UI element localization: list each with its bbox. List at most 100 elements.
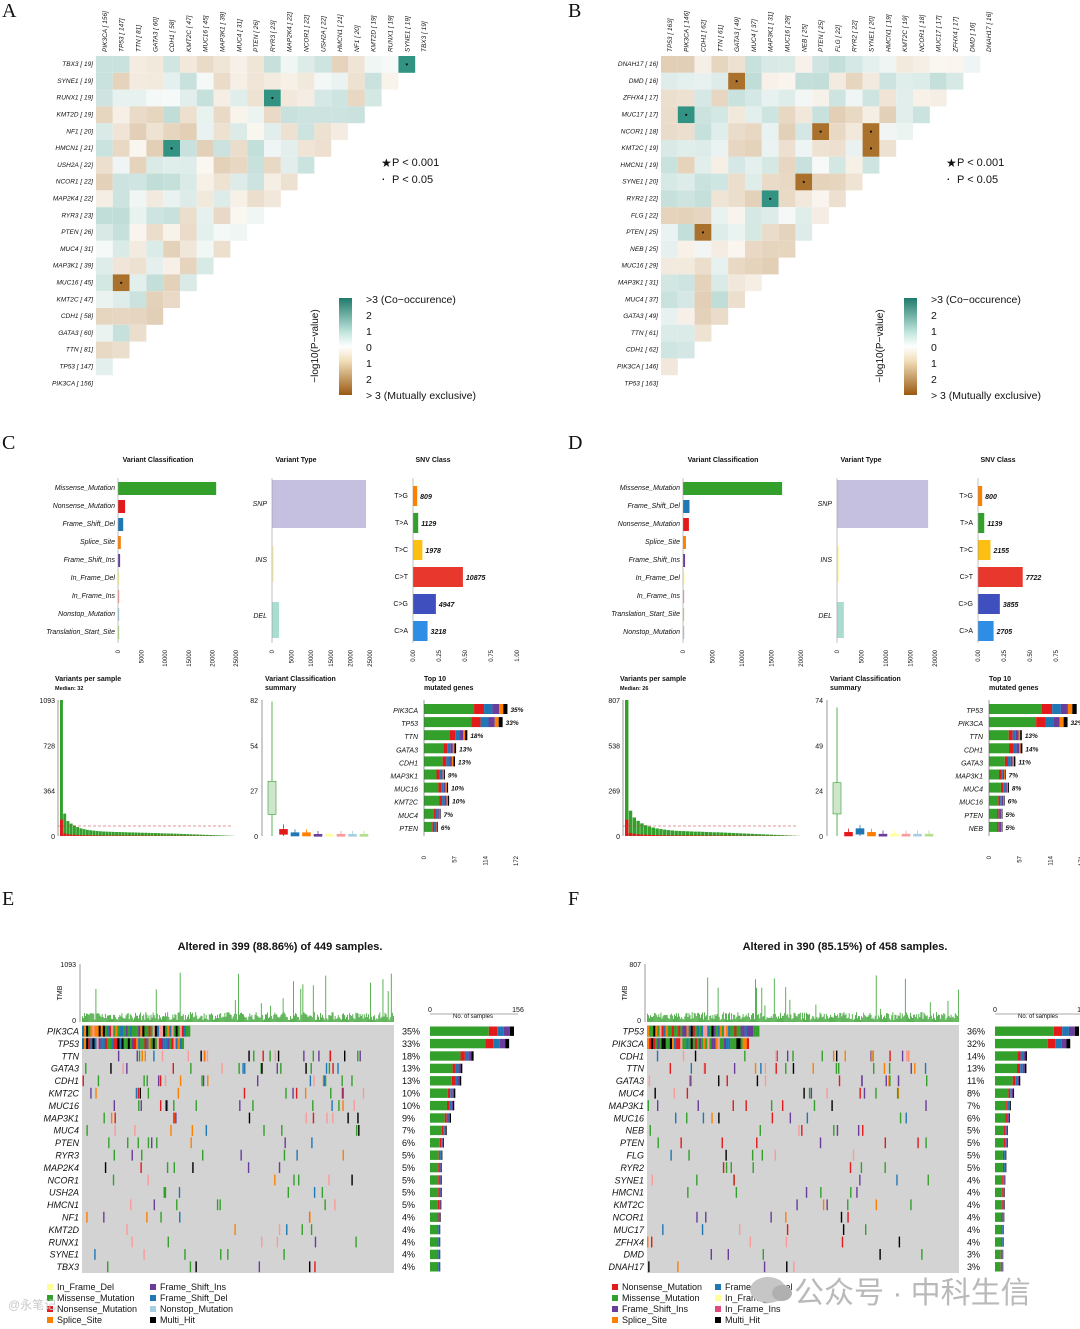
vt-bar-0	[272, 480, 367, 528]
oncoplot-cell	[661, 1038, 664, 1049]
oncoplot-cell	[663, 1025, 666, 1037]
vc-tick-0: 0	[681, 649, 687, 653]
oncoplot-cell	[152, 1038, 155, 1049]
oncoplot-pct-label-2: 18%	[402, 1051, 420, 1061]
oncoplot-cell	[785, 1211, 787, 1223]
side-bar-segment	[439, 1224, 440, 1235]
side-bar-segment	[1004, 1150, 1006, 1160]
vps-bar-33	[750, 833, 754, 836]
oncoplot-cell	[865, 1224, 867, 1235]
vcs-box-0	[832, 782, 842, 815]
tmb-bar	[212, 1014, 213, 1022]
tmb-bar	[273, 1014, 275, 1022]
vps-tick-0: 0	[51, 834, 55, 841]
side-bar-segment	[1009, 1100, 1011, 1111]
oncoplot-cell	[169, 1025, 172, 1037]
oncoplot-cell	[692, 1025, 695, 1037]
tmb-bar	[685, 1013, 687, 1022]
interaction-row-label-8: RYR2 [ 22]	[626, 195, 658, 202]
tmb-bar	[115, 1017, 117, 1022]
oncoplot-cell	[158, 1038, 162, 1049]
vps-bar-42	[196, 834, 200, 836]
side-bar-segment	[441, 1175, 442, 1185]
side-bar-segment	[454, 1088, 456, 1098]
tmb-bar	[132, 1019, 134, 1022]
vps-bar-36	[176, 833, 180, 836]
vcs-box-4	[313, 834, 323, 837]
tmb-bar	[362, 1018, 364, 1022]
vps-bar-14	[678, 830, 682, 836]
side-bar-segment	[995, 1113, 1006, 1123]
oncoplot-cell	[744, 1025, 747, 1037]
tmb-bar	[663, 1015, 665, 1022]
tmb-bar	[775, 1016, 777, 1022]
oncoplot-cell	[675, 1112, 677, 1124]
vt-tick-0: 0	[835, 649, 841, 653]
oncoplot-cell	[130, 1199, 132, 1211]
tmb-bar	[213, 1019, 214, 1022]
side-bar-segment	[1012, 1076, 1016, 1086]
top10-bar-segment	[439, 769, 442, 780]
snv-value-label-0: 809	[420, 494, 432, 501]
interaction-cell	[694, 291, 712, 308]
oncoplot-cell	[906, 1050, 908, 1062]
vps-bar-24	[716, 832, 720, 836]
top10-pct-label-8: 5%	[1005, 812, 1015, 819]
oncoplot-cell	[735, 1187, 738, 1198]
tmb-bar	[302, 984, 304, 1022]
tmb-bar	[311, 1017, 313, 1022]
oncoplot-cell	[680, 1038, 683, 1049]
oncoplot-cell	[330, 1087, 332, 1099]
interaction-cell	[348, 89, 365, 107]
oncoplot-cell	[195, 1100, 197, 1111]
interaction-cell	[728, 173, 745, 191]
side-bar-segment	[1001, 1187, 1003, 1198]
interaction-cell	[230, 123, 248, 140]
oncoplot-cell	[106, 1038, 110, 1049]
tmb-bar	[710, 1015, 712, 1022]
oncoplot-gene-label-17: RUNX1	[48, 1237, 79, 1247]
interaction-cell	[677, 190, 695, 208]
interaction-cell	[297, 72, 315, 90]
interaction-cell	[180, 224, 197, 241]
oncoplot-cell	[718, 1112, 720, 1124]
tmb-bar	[170, 1019, 172, 1022]
oncoplot-cell	[813, 1100, 816, 1111]
side-bar-segment	[441, 1125, 444, 1136]
vt-category-label-0: SNP	[253, 501, 268, 508]
oncoplot-pct-label-14: 4%	[967, 1200, 980, 1210]
interaction-col-label-7: MUC16 [ 29]	[785, 15, 792, 52]
oncoplot-background	[647, 1025, 959, 1273]
oncoplot-cell	[183, 1025, 187, 1037]
oncoplot-cell	[309, 1075, 312, 1087]
tmb-bar	[719, 1019, 721, 1022]
interaction-cell	[677, 156, 695, 174]
snv-bar-4	[978, 594, 1000, 614]
oncoplot-pct-label-0: 36%	[967, 1027, 985, 1037]
tmb-bar	[772, 1014, 774, 1022]
interaction-cell	[163, 257, 180, 275]
significance-dot	[685, 113, 688, 116]
vps-bar-49	[218, 835, 222, 836]
oncoplot-cell	[677, 1261, 679, 1273]
oncoplot-cell	[656, 1100, 659, 1111]
interaction-cell	[677, 224, 695, 241]
tmb-bar	[154, 1018, 156, 1022]
top10-bar-segment	[1013, 743, 1017, 754]
tmb-bar	[743, 1017, 745, 1022]
tmb-bar	[848, 1013, 850, 1022]
interaction-cell	[96, 341, 113, 359]
tmb-bar	[191, 1014, 192, 1022]
vps-bar-nonsense-10	[92, 835, 96, 836]
oncoplot-cell	[726, 1075, 728, 1087]
top10-bar-segment	[999, 769, 1002, 780]
oncoplot-cell	[690, 1063, 693, 1074]
side-bar-segment	[1017, 1063, 1021, 1074]
oncoplot-cell	[730, 1025, 733, 1037]
tmb-bar	[727, 1019, 728, 1022]
tmb-bar	[873, 1019, 875, 1022]
oncoplot-cell	[657, 1025, 660, 1037]
tmb-bar	[363, 1014, 365, 1022]
oncoplot-cell	[667, 1038, 670, 1049]
oncoplot-cell	[141, 1050, 144, 1062]
